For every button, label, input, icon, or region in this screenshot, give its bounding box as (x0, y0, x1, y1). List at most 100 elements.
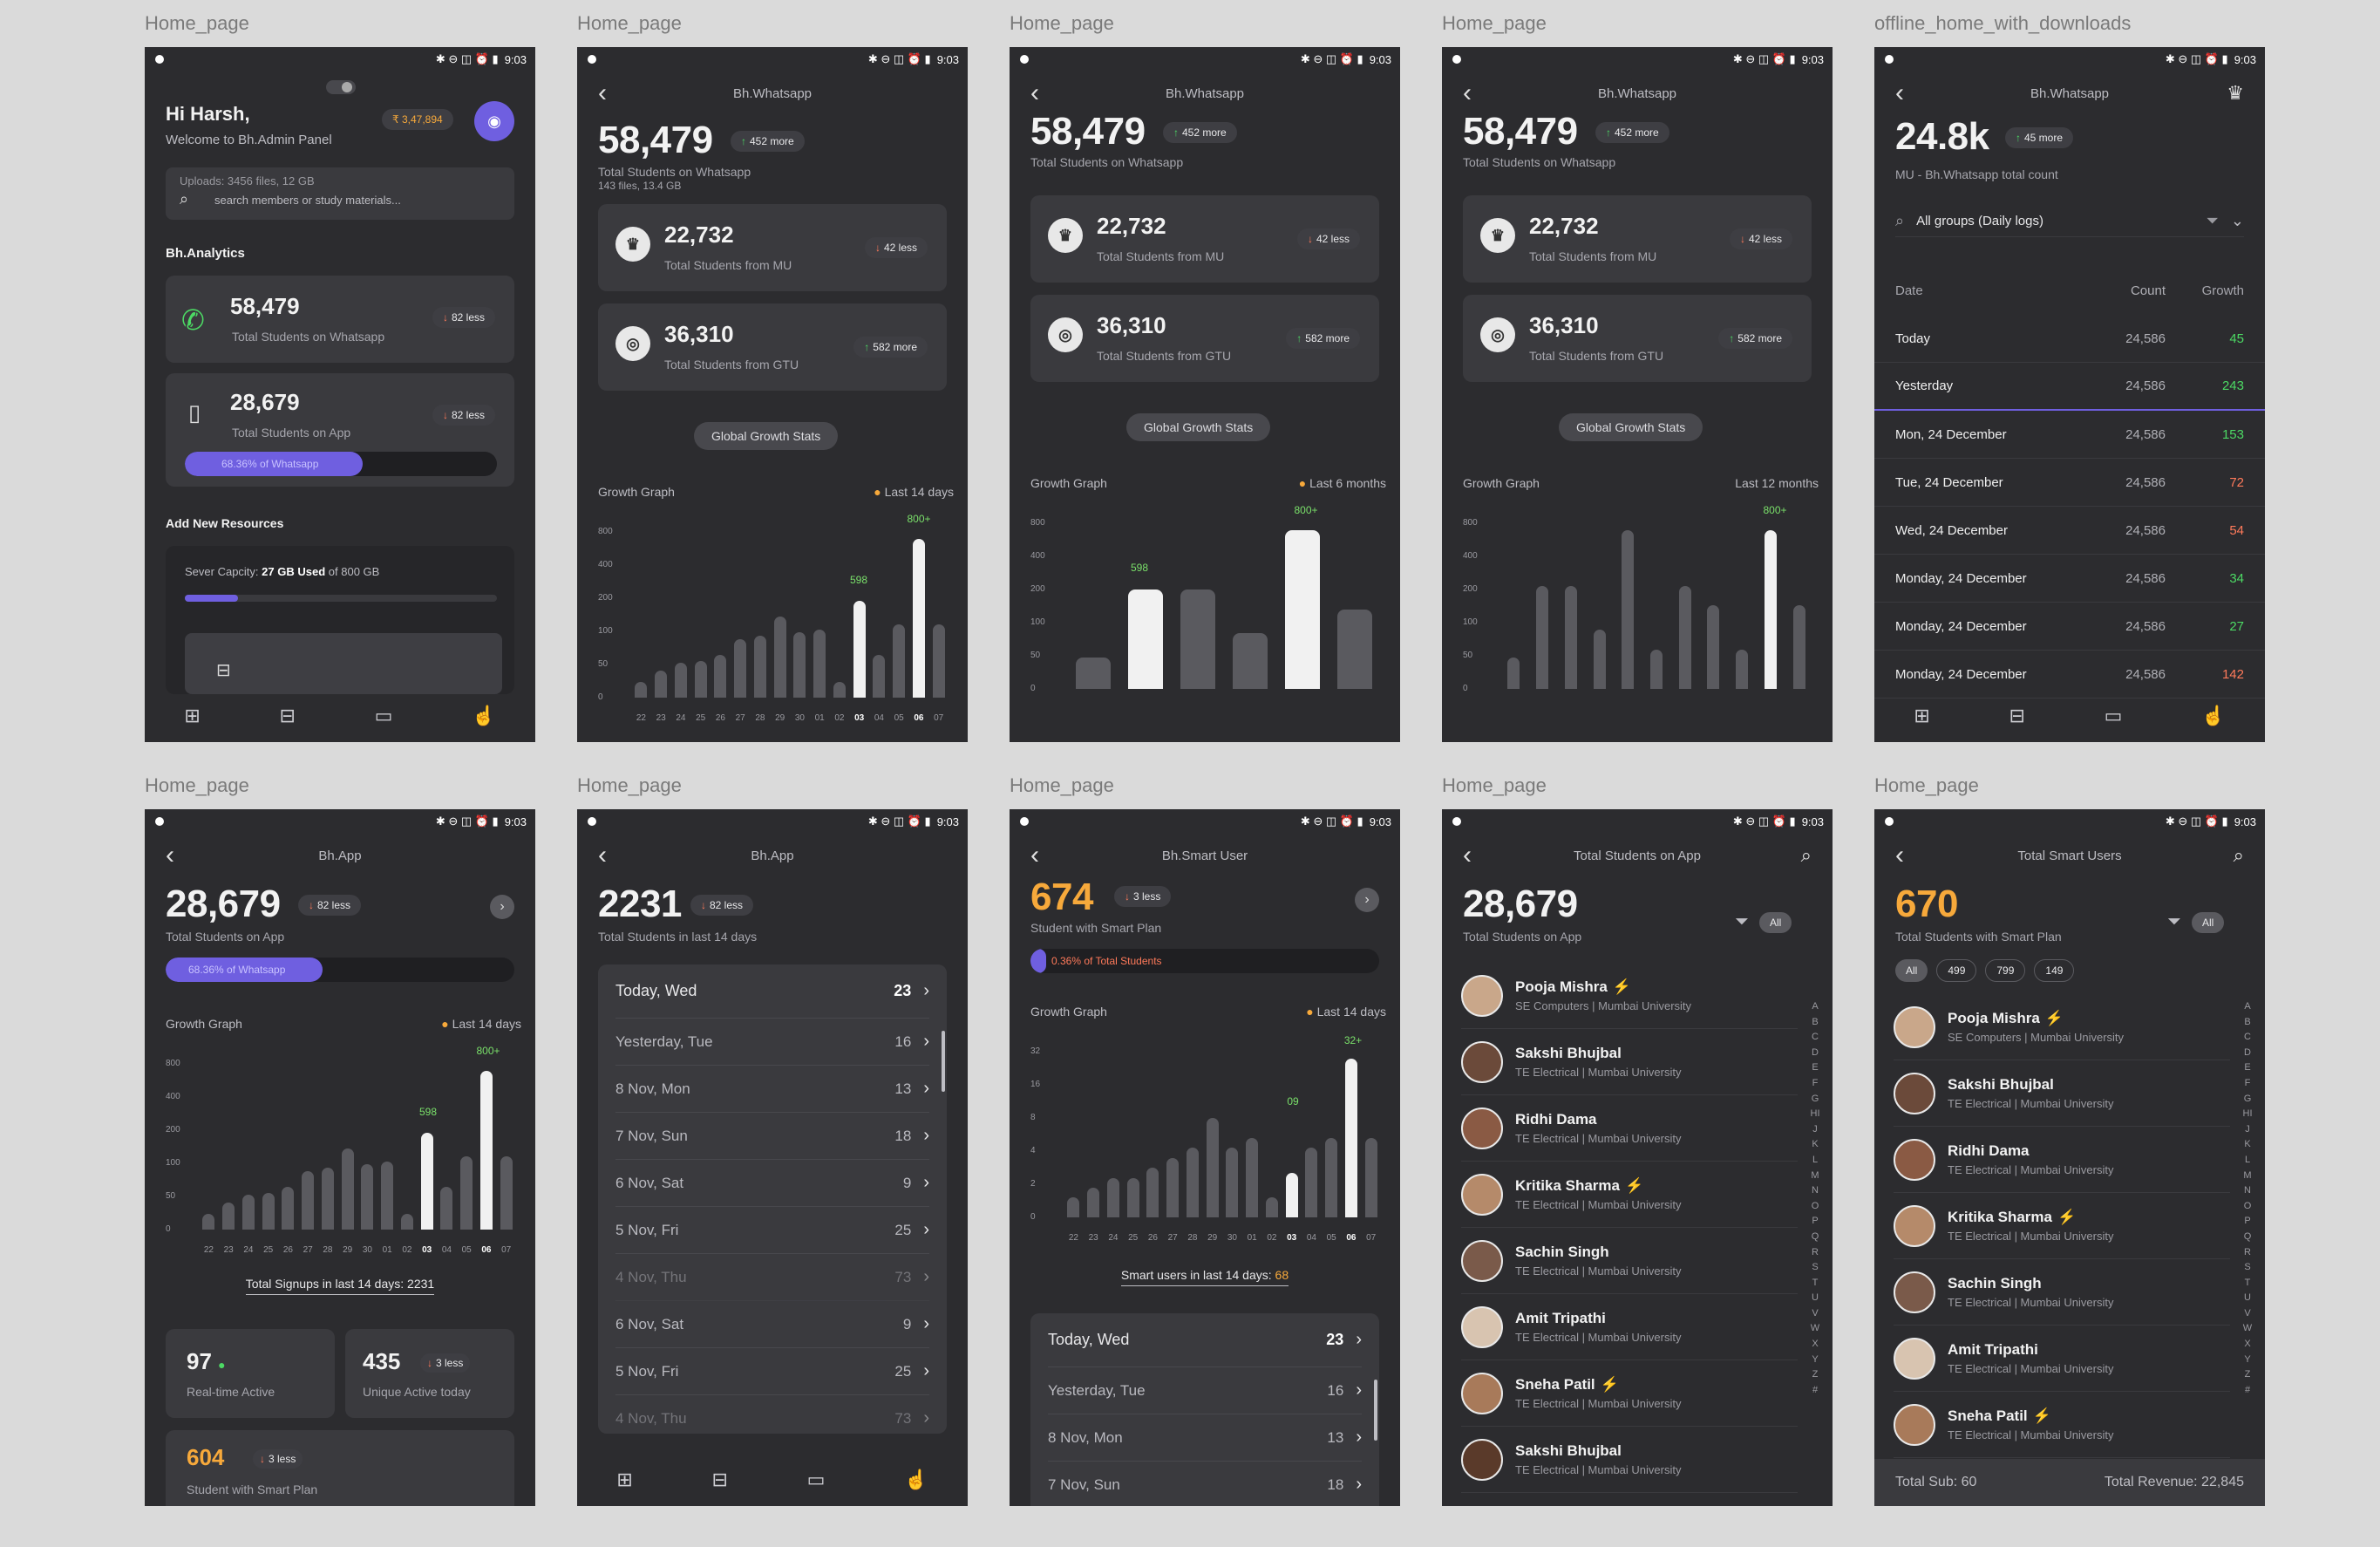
range-label[interactable]: ● Last 14 days (874, 485, 954, 499)
chart-bar[interactable] (813, 630, 826, 698)
theme-toggle[interactable] (326, 80, 356, 94)
chart-bar[interactable] (932, 624, 945, 698)
range-label[interactable]: ● Last 6 months (1298, 476, 1386, 490)
chart-bar[interactable] (1764, 530, 1777, 689)
chart-bar[interactable] (1146, 1168, 1159, 1217)
scrollbar[interactable] (1374, 1380, 1377, 1441)
back-icon[interactable]: ‹ (1895, 78, 1904, 107)
chart-bar[interactable] (1206, 1118, 1219, 1217)
chart-bar[interactable] (912, 539, 925, 698)
table-row[interactable]: Monday, 24 December 24,586 34 (1874, 555, 2265, 603)
chart-bar[interactable] (853, 601, 866, 698)
mu-card[interactable]: ♛ 22,732 Total Students from MU ↓ 42 less (1030, 195, 1379, 283)
chart-bar[interactable] (321, 1167, 334, 1230)
filter-all-chip[interactable]: All (1759, 912, 1792, 933)
student-row[interactable]: Amit Tripathi TE Electrical | Mumbai Univ… (1894, 1326, 2230, 1392)
grid-icon[interactable]: ⊞ (616, 1469, 633, 1490)
plan-chip[interactable]: 149 (2034, 959, 2075, 982)
student-row[interactable]: Sakshi Bhujbal TE Electrical | Mumbai Uni… (1461, 1029, 1798, 1095)
search-icon[interactable]: ⌕ (2233, 844, 2244, 866)
chart-bar[interactable] (420, 1133, 433, 1230)
gtu-card[interactable]: ◎ 36,310 Total Students from GTU ↑ 582 mo… (598, 303, 947, 391)
chart-bar[interactable] (1736, 649, 1749, 689)
chart-bar[interactable] (873, 655, 886, 698)
next-icon[interactable]: › (490, 895, 514, 919)
list-item[interactable]: Today, Wed 23 › (1048, 1313, 1362, 1367)
chart-bar[interactable] (753, 635, 766, 698)
chart-bar[interactable] (734, 639, 747, 698)
chart-bar[interactable] (1285, 530, 1320, 689)
chart-bar[interactable] (793, 631, 806, 698)
chart-bar[interactable] (893, 624, 906, 698)
chart-bar[interactable] (500, 1155, 513, 1230)
chart-bar[interactable] (222, 1202, 235, 1230)
alphabet-index[interactable]: ABCDEFGHIJKLMNOPQRSTUVWXYZ# (2242, 1001, 2253, 1395)
chart-bar[interactable] (1364, 1138, 1377, 1217)
chart-bar[interactable] (1285, 1172, 1298, 1217)
back-icon[interactable]: ‹ (1463, 78, 1472, 107)
chart-bar[interactable] (714, 655, 727, 698)
student-row[interactable]: Sakshi Bhujbal TE Electrical | Mumbai Uni… (1461, 1427, 1798, 1493)
list-item[interactable]: 6 Nov, Sat 9 › (615, 1160, 929, 1207)
chart-bar[interactable] (282, 1187, 295, 1230)
plan-chip[interactable]: All (1895, 959, 1928, 982)
range-label[interactable]: ● Last 14 days (1306, 1005, 1386, 1019)
chart-bar[interactable] (1186, 1148, 1199, 1217)
chart-bar[interactable] (1564, 585, 1577, 689)
back-icon[interactable]: ‹ (1463, 841, 1472, 869)
group-filter[interactable]: ⌕ All groups (Daily logs) ⏷ ⌄ (1895, 206, 2244, 237)
gtu-card[interactable]: ◎ 36,310 Total Students from GTU ↑ 582 mo… (1030, 295, 1379, 382)
profile-avatar[interactable]: ◉ (474, 101, 514, 141)
chart-bar[interactable] (262, 1192, 275, 1230)
student-row[interactable]: Kritika Sharma ⚡ TE Electrical | Mumbai Un… (1461, 1162, 1798, 1228)
chart-bar[interactable] (674, 663, 687, 698)
scrollbar[interactable] (942, 1031, 945, 1092)
table-row[interactable]: Monday, 24 December 24,586 142 (1874, 651, 2265, 699)
list-item[interactable]: 5 Nov, Fri 25 › (615, 1207, 929, 1254)
chart-bar[interactable] (1128, 589, 1163, 689)
back-icon[interactable]: ‹ (1895, 841, 1904, 869)
gtu-card[interactable]: ◎ 36,310 Total Students from GTU ↑ 582 mo… (1463, 295, 1812, 382)
student-row[interactable]: Ridhi Dama TE Electrical | Mumbai Univers… (1894, 1127, 2230, 1193)
chart-bar[interactable] (1650, 649, 1663, 689)
chart-bar[interactable] (1106, 1177, 1119, 1217)
grid-icon[interactable]: ⊞ (184, 705, 201, 726)
chart-bar[interactable] (1678, 585, 1691, 689)
chart-bar[interactable] (655, 670, 668, 698)
table-row[interactable]: Monday, 24 December 24,586 27 (1874, 603, 2265, 651)
list-item[interactable]: 4 Nov, Thu 73 › (615, 1395, 929, 1434)
chart-bar[interactable] (1325, 1138, 1338, 1217)
student-row[interactable]: Pooja Mishra ⚡ SE Computers | Mumbai Unive… (1894, 994, 2230, 1060)
chart-bar[interactable] (400, 1214, 413, 1230)
mu-card[interactable]: ♛ 22,732 Total Students from MU ↓ 42 less (1463, 195, 1812, 283)
chart-bar[interactable] (241, 1195, 255, 1230)
university-logo-icon[interactable]: ♛ (2227, 82, 2244, 104)
chart-bar[interactable] (1166, 1157, 1180, 1217)
table-row[interactable]: Mon, 24 December 24,586 153 (1874, 411, 2265, 459)
chart-bar[interactable] (1180, 589, 1215, 689)
chart-bar[interactable] (361, 1163, 374, 1230)
chart-bar[interactable] (1265, 1197, 1278, 1217)
book-icon[interactable]: ⊟ (279, 705, 296, 726)
filter-icon[interactable]: ⏷ (2167, 912, 2181, 931)
tablet-icon[interactable]: ▭ (806, 1469, 826, 1490)
list-item[interactable]: 6 Nov, Sat 9 › (615, 1301, 929, 1348)
list-item[interactable]: Yesterday, Tue 16 › (1048, 1367, 1362, 1414)
back-icon[interactable]: ‹ (1030, 841, 1039, 869)
table-row[interactable]: Wed, 24 December 24,586 54 (1874, 507, 2265, 555)
chart-bar[interactable] (1507, 657, 1520, 689)
chart-bar[interactable] (1233, 633, 1268, 689)
student-row[interactable]: Kritika Sharma ⚡ TE Electrical | Mumbai Un… (1894, 1193, 2230, 1259)
list-item[interactable]: 7 Nov, Sun 18 › (615, 1113, 929, 1160)
chart-bar[interactable] (694, 660, 707, 698)
filter-icon[interactable]: ⏷ (1735, 912, 1749, 931)
range-label[interactable]: ● Last 14 days (441, 1017, 521, 1031)
coins-badge[interactable]: ₹ 3,47,894 (382, 109, 453, 130)
chart-bar[interactable] (1593, 629, 1606, 689)
chevron-down-icon[interactable]: ⌄ (2230, 212, 2244, 229)
chart-bar[interactable] (1067, 1197, 1080, 1217)
book-icon[interactable]: ⊟ (711, 1469, 728, 1490)
list-item[interactable]: 4 Nov, Thu 73 › (615, 1254, 929, 1301)
realtime-card[interactable]: 97 ● Real-time Active (166, 1329, 335, 1418)
student-row[interactable]: Sachin Singh TE Electrical | Mumbai Unive… (1461, 1228, 1798, 1294)
